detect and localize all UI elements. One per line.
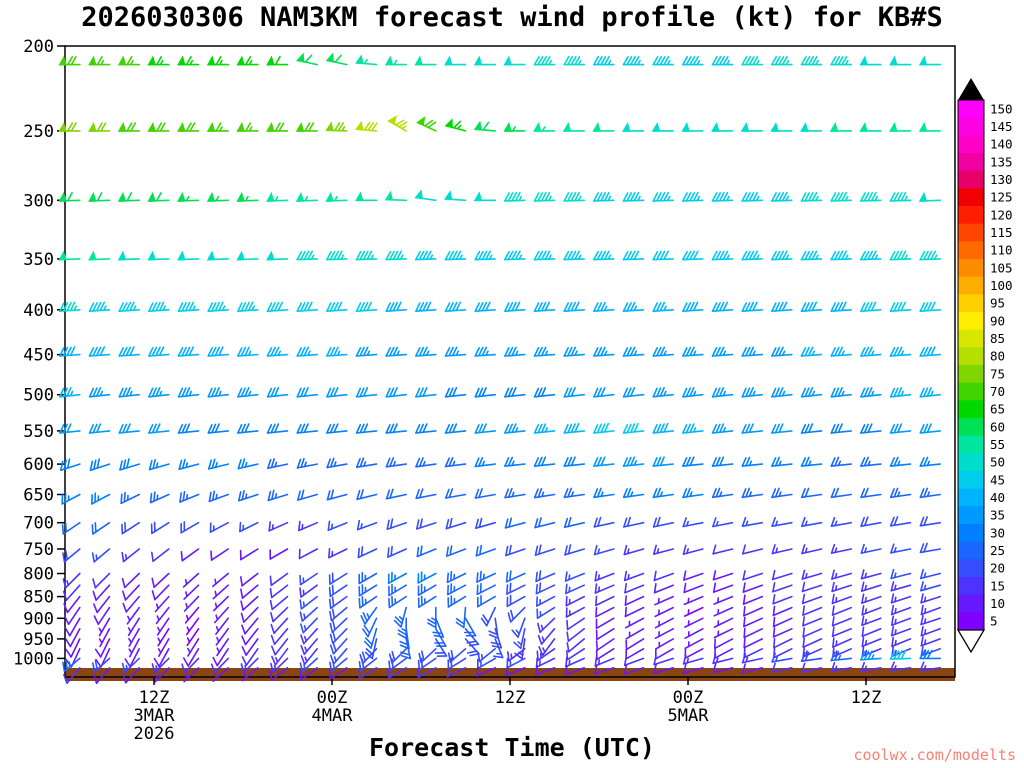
svg-text:135: 135 [990,154,1013,169]
svg-text:350: 350 [23,250,54,270]
barb-row-700 [61,516,942,535]
svg-text:12Z: 12Z [851,688,882,708]
svg-text:80: 80 [990,349,1005,364]
svg-text:90: 90 [990,313,1005,328]
svg-text:85: 85 [990,331,1005,346]
svg-text:950: 950 [23,630,54,650]
svg-text:60: 60 [990,419,1005,434]
barb-row-825 [62,581,942,601]
plot-frame [64,45,956,678]
barb-row-350 [58,250,942,261]
svg-text:450: 450 [23,346,54,366]
svg-text:15: 15 [990,578,1005,593]
chart-title: 2026030306 NAM3KM forecast wind profile … [81,2,943,33]
svg-text:500: 500 [23,386,54,406]
svg-text:145: 145 [990,119,1013,134]
svg-text:1000: 1000 [13,649,54,669]
y-axis: 200 250 300 350 400 450 500 550 600 650 700 750 800 8… [13,37,65,669]
barb-row-650 [61,487,942,505]
svg-text:25: 25 [990,543,1005,558]
svg-text:2026: 2026 [134,724,175,744]
svg-text:650: 650 [23,486,54,506]
svg-text:5: 5 [990,614,998,629]
svg-text:125: 125 [990,190,1013,205]
svg-text:30: 30 [990,525,1005,540]
barb-row-750 [62,542,942,563]
barb-row-1000 [62,649,942,674]
barb-row-1025 [63,661,942,685]
x-axis-title: Forecast Time (UTC) [369,733,655,762]
barb-row-600 [59,456,942,472]
svg-text:4MAR: 4MAR [312,706,354,726]
svg-text:20: 20 [990,561,1005,576]
barb-row-450 [59,346,942,357]
barb-row-975 [65,645,942,668]
barb-row-550 [59,422,942,434]
barb-row-500 [59,386,942,398]
svg-text:150: 150 [990,101,1013,116]
barb-row-210 [58,52,942,66]
colorbar-arrow-bottom [956,629,986,654]
svg-text:55: 55 [990,437,1005,452]
svg-text:65: 65 [990,402,1005,417]
svg-text:200: 200 [23,37,54,57]
svg-text:850: 850 [23,588,54,608]
svg-text:95: 95 [990,296,1005,311]
svg-text:110: 110 [990,243,1013,258]
colorbar-arrow-top [958,78,984,100]
svg-text:12Z: 12Z [139,688,170,708]
svg-text:3MAR: 3MAR [134,706,176,726]
barb-row-875 [63,604,942,629]
colorbar: 1501451401351301251201151101051009590858… [956,78,1013,654]
svg-text:00Z: 00Z [317,688,348,708]
svg-text:40: 40 [990,490,1005,505]
barb-row-850 [63,593,942,614]
svg-text:45: 45 [990,472,1005,487]
svg-text:300: 300 [23,191,54,211]
watermark-link[interactable]: coolwx.com/modelts [853,746,1016,764]
svg-text:100: 100 [990,278,1013,293]
barb-row-400 [59,301,942,313]
barb-row-925 [64,625,942,650]
svg-text:35: 35 [990,508,1005,523]
svg-text:900: 900 [23,609,54,629]
barb-row-300 [58,189,942,202]
svg-text:800: 800 [23,565,54,585]
barb-row-250 [58,115,942,132]
svg-text:400: 400 [23,301,54,321]
svg-text:00Z: 00Z [673,688,704,708]
svg-text:10: 10 [990,596,1005,611]
svg-text:50: 50 [990,455,1005,470]
svg-text:120: 120 [990,207,1013,222]
barb-row-950 [65,636,942,660]
svg-text:140: 140 [990,137,1013,152]
svg-text:115: 115 [990,225,1013,240]
svg-text:5MAR: 5MAR [668,706,710,726]
svg-text:12Z: 12Z [495,688,526,708]
svg-text:600: 600 [23,455,54,475]
svg-text:75: 75 [990,366,1005,381]
barb-row-800 [62,568,942,589]
svg-text:130: 130 [990,172,1013,187]
svg-text:700: 700 [23,514,54,534]
svg-text:250: 250 [23,122,54,142]
svg-text:105: 105 [990,260,1013,275]
svg-text:70: 70 [990,384,1005,399]
svg-text:750: 750 [23,540,54,560]
svg-text:550: 550 [23,422,54,442]
